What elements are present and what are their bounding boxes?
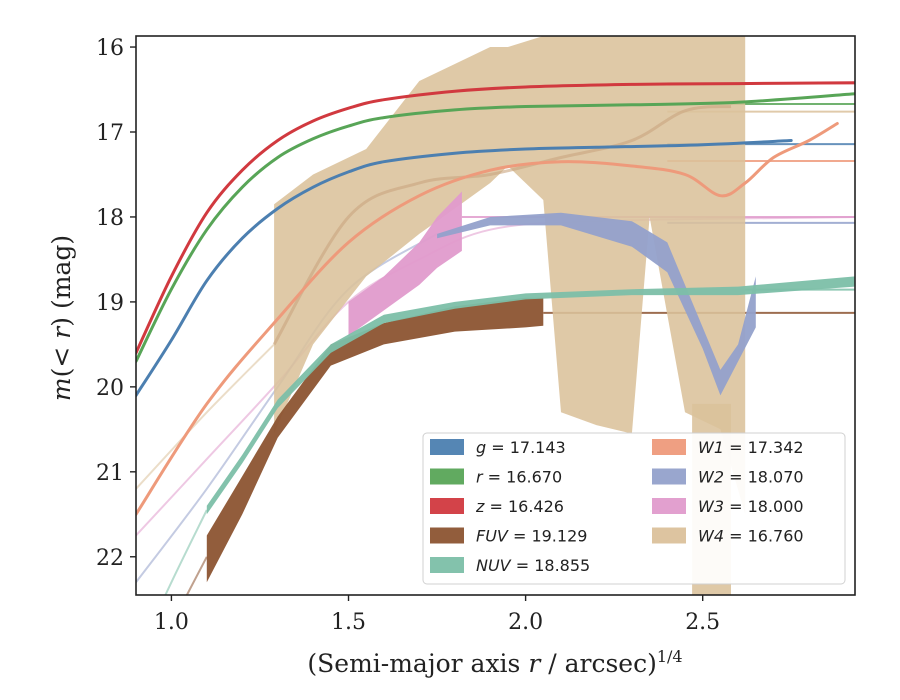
legend-swatch-z	[430, 498, 464, 514]
legend-label-w1: W1 = 17.342	[698, 438, 804, 457]
legend-swatch-w4	[652, 527, 686, 544]
x-axis: 1.0 1.5 2.0 2.5	[154, 595, 720, 635]
line-z	[136, 81, 855, 355]
x-tick-label: 1.0	[154, 610, 189, 635]
legend-label-g: g = 17.143	[476, 438, 566, 457]
median-w4	[272, 105, 732, 346]
legend-label-fuv: FUV = 19.129	[476, 527, 587, 546]
y-axis: 16 17 18 19 20 21 22	[96, 36, 136, 571]
legend-swatch-w2	[652, 468, 686, 485]
y-tick-label: 21	[96, 461, 124, 486]
legend-swatch-w3	[652, 498, 686, 514]
legend-label-z: z = 16.426	[475, 497, 564, 516]
fade-curve-w4	[136, 343, 275, 490]
legend-swatch-nuv	[430, 557, 464, 573]
legend-swatch-fuv	[430, 527, 464, 544]
legend-frame	[422, 432, 846, 585]
y-tick-label: 17	[96, 121, 124, 146]
legend-swatch-g	[430, 439, 464, 455]
legend-swatch-r	[430, 468, 464, 485]
y-axis-label: m(< r) (mag)	[47, 235, 76, 401]
band-w2	[437, 212, 756, 396]
x-tick-label: 2.5	[685, 610, 720, 635]
legend: g = 17.143 r = 16.670 z = 16.426 FUV = 19.1…	[422, 432, 846, 585]
band-fuv	[206, 297, 544, 583]
line-r	[136, 92, 855, 363]
y-tick-label: 20	[96, 376, 124, 401]
fade-curve-nuv	[164, 509, 208, 595]
legend-label-w4: W4 = 16.760	[698, 527, 804, 546]
x-tick-label: 2.0	[508, 610, 543, 635]
band-w4	[274, 36, 746, 515]
fade-curve-fuv	[185, 556, 208, 595]
x-axis-label-exponent: 1/4	[657, 647, 683, 666]
plot-frame	[135, 35, 856, 596]
y-tick-label: 19	[96, 291, 124, 316]
y-tick-label: 18	[96, 206, 124, 231]
line-w1	[136, 122, 839, 516]
legend-label-w3: W3 = 18.000	[698, 497, 804, 516]
legend-label-nuv: NUV = 18.855	[476, 556, 590, 575]
x-axis-label: (Semi-major axis r / arcsec)1/4	[307, 647, 682, 678]
x-tick-label: 1.5	[331, 610, 366, 635]
plot-area	[136, 36, 855, 595]
line-g	[136, 139, 793, 397]
band-w3	[348, 191, 462, 336]
legend-label-w2: W2 = 18.070	[698, 468, 804, 487]
legend-label-r: r = 16.670	[476, 468, 562, 487]
y-tick-label: 16	[96, 36, 124, 61]
y-tick-label: 22	[96, 546, 124, 571]
legend-swatch-w1	[652, 439, 686, 455]
